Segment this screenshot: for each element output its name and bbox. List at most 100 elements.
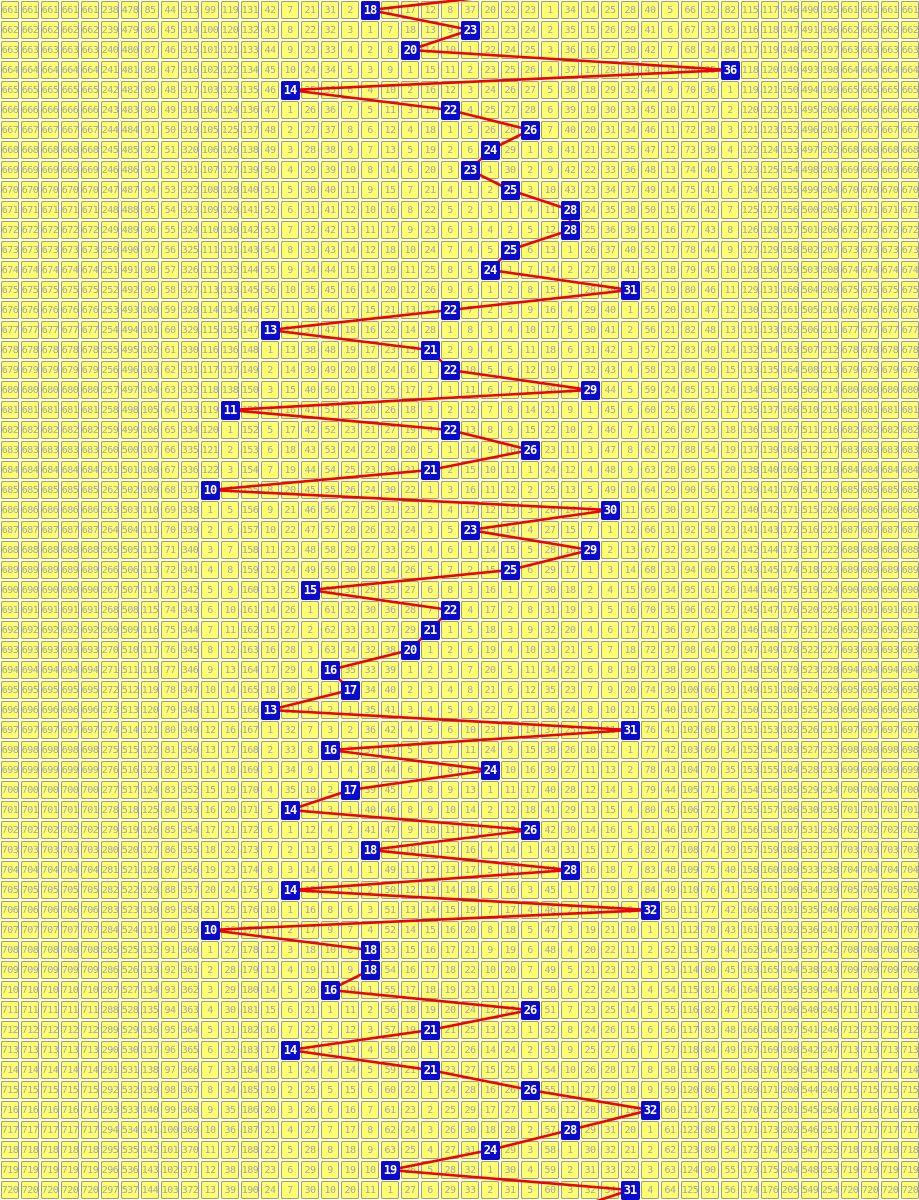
period-label-cell: 670 bbox=[901, 181, 919, 199]
miss-count-cell: 152 bbox=[781, 121, 799, 139]
drawn-number-cell: 24 bbox=[480, 140, 500, 160]
period-label-cell: 684 bbox=[841, 461, 859, 479]
miss-count-cell: 46 bbox=[161, 41, 179, 59]
miss-count-cell: 236 bbox=[821, 821, 839, 839]
miss-count-cell: 1 bbox=[281, 821, 299, 839]
miss-count-cell: 54 bbox=[541, 1061, 559, 1079]
period-label-cell: 691 bbox=[61, 601, 79, 619]
miss-count-cell: 1 bbox=[281, 1061, 299, 1079]
miss-count-cell: 182 bbox=[781, 721, 799, 739]
miss-count-cell: 33 bbox=[321, 41, 339, 59]
period-label-cell: 717 bbox=[881, 1121, 899, 1139]
miss-count-cell: 504 bbox=[801, 281, 819, 299]
miss-count-cell: 87 bbox=[141, 41, 159, 59]
miss-count-cell: 124 bbox=[221, 101, 239, 119]
miss-count-cell: 2 bbox=[501, 281, 519, 299]
miss-count-cell: 3 bbox=[621, 341, 639, 359]
miss-count-cell: 10 bbox=[401, 841, 419, 859]
miss-count-cell: 51 bbox=[381, 901, 399, 919]
miss-count-cell: 246 bbox=[101, 161, 119, 179]
period-label-cell: 676 bbox=[61, 301, 79, 319]
miss-count-cell: 40 bbox=[561, 121, 579, 139]
miss-count-cell: 80 bbox=[641, 801, 659, 819]
miss-count-cell: 6 bbox=[401, 161, 419, 179]
miss-count-cell: 14 bbox=[201, 761, 219, 779]
period-label-cell: 689 bbox=[21, 561, 39, 579]
miss-count-cell: 45 bbox=[721, 961, 739, 979]
miss-count-cell: 104 bbox=[201, 101, 219, 119]
miss-count-cell: 2 bbox=[521, 1041, 539, 1059]
miss-count-cell: 523 bbox=[121, 901, 139, 919]
period-label-cell: 683 bbox=[1, 441, 19, 459]
miss-count-cell: 8 bbox=[281, 21, 299, 39]
miss-count-cell: 26 bbox=[301, 101, 319, 119]
miss-count-cell: 4 bbox=[221, 481, 239, 499]
miss-count-cell: 284 bbox=[101, 921, 119, 939]
miss-count-cell: 1 bbox=[421, 1081, 439, 1099]
miss-count-cell: 49 bbox=[261, 141, 279, 159]
miss-count-cell: 8 bbox=[661, 61, 679, 79]
miss-count-cell: 33 bbox=[301, 241, 319, 259]
miss-count-cell: 58 bbox=[541, 1141, 559, 1159]
miss-count-cell: 92 bbox=[141, 141, 159, 159]
miss-count-cell: 6 bbox=[481, 881, 499, 899]
miss-count-cell: 172 bbox=[781, 521, 799, 539]
drawn-number-cell: 26 bbox=[520, 1000, 540, 1020]
miss-count-cell: 150 bbox=[241, 381, 259, 399]
miss-count-cell: 95 bbox=[141, 201, 159, 219]
miss-count-cell: 4 bbox=[261, 401, 279, 419]
miss-count-cell: 8 bbox=[401, 201, 419, 219]
miss-count-cell: 166 bbox=[741, 1021, 759, 1039]
period-label-cell: 664 bbox=[901, 61, 919, 79]
miss-count-cell: 111 bbox=[141, 521, 159, 539]
miss-count-cell: 31 bbox=[721, 681, 739, 699]
miss-count-cell: 26 bbox=[421, 281, 439, 299]
period-label-cell: 718 bbox=[881, 1141, 899, 1159]
miss-count-cell: 6 bbox=[281, 1001, 299, 1019]
miss-count-cell: 169 bbox=[761, 1041, 779, 1059]
miss-count-cell: 82 bbox=[161, 761, 179, 779]
period-label-cell: 704 bbox=[861, 861, 879, 879]
miss-count-cell: 52 bbox=[261, 201, 279, 219]
miss-count-cell: 138 bbox=[761, 421, 779, 439]
miss-count-cell: 5 bbox=[201, 581, 219, 599]
miss-count-cell: 124 bbox=[141, 781, 159, 799]
period-label-cell: 690 bbox=[61, 581, 79, 599]
period-label-cell: 699 bbox=[81, 761, 99, 779]
miss-count-cell: 530 bbox=[121, 1041, 139, 1059]
miss-count-cell: 13 bbox=[401, 901, 419, 919]
miss-count-cell: 11 bbox=[541, 201, 559, 219]
miss-count-cell: 42 bbox=[641, 41, 659, 59]
miss-count-cell: 9 bbox=[281, 261, 299, 279]
drawn-number-cell: 14 bbox=[280, 800, 300, 820]
miss-count-cell: 38 bbox=[361, 761, 379, 779]
miss-count-cell: 117 bbox=[681, 1021, 699, 1039]
miss-count-cell: 37 bbox=[381, 621, 399, 639]
miss-count-cell: 127 bbox=[221, 161, 239, 179]
period-label-cell: 703 bbox=[21, 841, 39, 859]
miss-count-cell: 35 bbox=[721, 761, 739, 779]
miss-count-cell: 62 bbox=[641, 441, 659, 459]
miss-count-cell: 49 bbox=[701, 341, 719, 359]
miss-count-cell: 157 bbox=[781, 221, 799, 239]
miss-count-cell: 5 bbox=[261, 421, 279, 439]
period-label-cell: 672 bbox=[901, 221, 919, 239]
period-label-cell: 708 bbox=[21, 941, 39, 959]
period-label-cell: 705 bbox=[1, 881, 19, 899]
period-label-cell: 716 bbox=[861, 1101, 879, 1119]
miss-count-cell: 488 bbox=[121, 201, 139, 219]
miss-count-cell: 33 bbox=[361, 661, 379, 679]
miss-count-cell: 536 bbox=[801, 921, 819, 939]
miss-count-cell: 484 bbox=[121, 121, 139, 139]
period-label-cell: 705 bbox=[881, 881, 899, 899]
miss-count-cell: 276 bbox=[101, 761, 119, 779]
miss-count-cell: 148 bbox=[741, 661, 759, 679]
period-label-cell: 703 bbox=[81, 841, 99, 859]
miss-count-cell: 18 bbox=[481, 621, 499, 639]
miss-count-cell: 4 bbox=[561, 301, 579, 319]
miss-count-cell: 8 bbox=[461, 321, 479, 339]
miss-count-cell: 171 bbox=[761, 1081, 779, 1099]
miss-count-cell: 10 bbox=[441, 801, 459, 819]
miss-count-cell: 2 bbox=[521, 481, 539, 499]
period-label-cell: 714 bbox=[21, 1061, 39, 1079]
